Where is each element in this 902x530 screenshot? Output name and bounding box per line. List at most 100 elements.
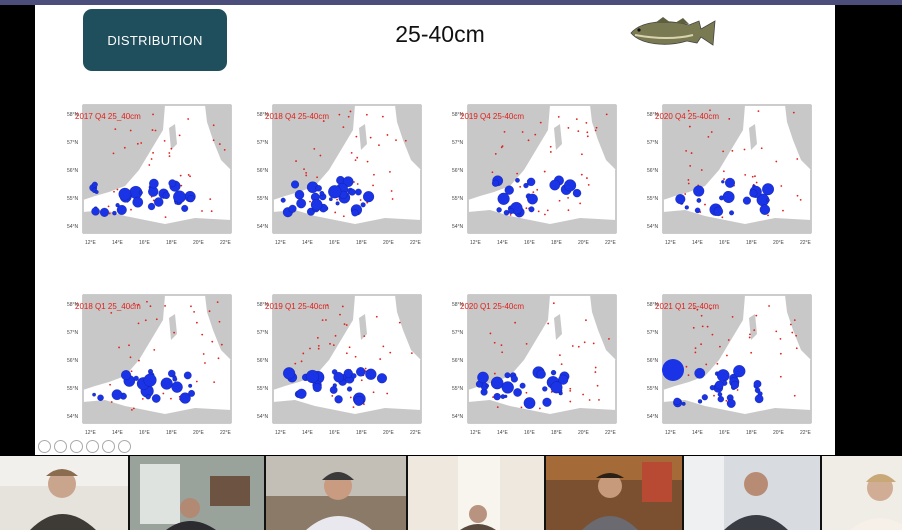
survey-dot [711, 333, 714, 336]
catch-bubble [504, 372, 511, 379]
survey-dot [342, 126, 345, 128]
x-tick-label: 20°E [578, 240, 590, 246]
survey-dot [395, 139, 397, 142]
survey-dot [687, 374, 690, 377]
survey-dot [208, 310, 211, 313]
survey-dot [342, 215, 345, 218]
survey-dot [558, 199, 561, 202]
distribution-map-3: 54°N 55°N 56°N 57°N 58°N 12°E 14°E 16°E 18°E 20°E… [450, 100, 620, 250]
survey-dot [731, 315, 734, 318]
survey-dot [359, 199, 362, 201]
forward-icon[interactable] [54, 440, 67, 453]
distribution-map-6: 54°N 55°N 56°N 57°N 58°N 12°E 14°E 16°E 18°E 20°E… [255, 290, 425, 440]
survey-dot [213, 381, 216, 384]
survey-dot [594, 366, 597, 369]
survey-dot [700, 169, 703, 171]
catch-bubble [172, 376, 178, 382]
survey-dot [780, 185, 783, 187]
catch-bubble [673, 397, 681, 406]
participant-tile-5[interactable] [546, 456, 682, 530]
survey-dot [113, 190, 115, 193]
slide-title: 25-40cm [395, 21, 485, 47]
y-tick-label: 54°N [257, 414, 269, 420]
survey-dot [152, 151, 154, 154]
catch-bubble [160, 377, 173, 390]
catch-bubble [542, 397, 552, 407]
survey-dot [587, 183, 590, 186]
x-tick-label: 20°E [773, 240, 785, 246]
x-tick-label: 18°E [166, 430, 178, 436]
y-tick-label: 58°N [452, 302, 464, 308]
survey-dot [131, 408, 133, 411]
x-tick-label: 18°E [356, 240, 368, 246]
back-icon[interactable] [38, 440, 51, 453]
survey-dot [685, 149, 688, 152]
catch-bubble [759, 204, 771, 215]
catch-bubble [305, 369, 320, 384]
survey-dot [168, 155, 171, 157]
survey-dot [701, 325, 704, 328]
catch-bubble [91, 207, 100, 216]
catch-bubble [91, 181, 98, 188]
survey-dot [217, 357, 220, 360]
participant-tile-6[interactable] [684, 456, 820, 530]
catch-bubble [477, 371, 489, 384]
survey-dot [779, 337, 782, 340]
slides-icon[interactable] [86, 440, 99, 453]
survey-dot [519, 185, 522, 188]
catch-bubble [343, 368, 353, 379]
catch-bubble [188, 383, 193, 388]
catch-bubble [709, 385, 715, 391]
participant-tile-1[interactable] [0, 456, 128, 530]
survey-dot [326, 304, 329, 306]
x-tick-label: 14°E [692, 430, 704, 436]
survey-dot [155, 318, 158, 321]
catch-bubble [181, 204, 189, 212]
survey-dot [514, 321, 517, 324]
survey-dot [569, 400, 572, 403]
catch-bubble [742, 196, 751, 205]
survey-dot [491, 171, 494, 174]
catch-bubble [363, 191, 375, 203]
participant-tile-3[interactable] [266, 456, 406, 530]
map-label: 2017 Q4 25_40cm [75, 112, 141, 121]
x-tick-label: 16°E [719, 430, 731, 436]
participant-tile-7[interactable] [822, 456, 902, 530]
pen-icon[interactable] [70, 440, 83, 453]
distribution-badge: DISTRIBUTION [83, 9, 227, 71]
survey-dot [503, 130, 506, 133]
participant-tile-4[interactable] [408, 456, 544, 530]
survey-dot [546, 209, 549, 212]
zoom-icon[interactable] [102, 440, 115, 453]
catch-bubble [515, 177, 520, 183]
survey-dot [719, 345, 721, 348]
survey-dot [187, 174, 190, 176]
y-tick-label: 56°N [67, 358, 79, 364]
survey-dot [696, 308, 699, 311]
survey-dot [140, 142, 143, 144]
survey-dot [536, 188, 539, 191]
survey-dot [692, 326, 695, 329]
survey-dot [492, 396, 494, 399]
survey-dot [748, 336, 751, 339]
survey-dot [595, 126, 598, 129]
survey-dot [716, 362, 719, 365]
y-tick-label: 54°N [452, 414, 464, 420]
survey-dot [294, 362, 297, 365]
participant-tile-2[interactable] [130, 456, 264, 530]
survey-dot [179, 174, 182, 177]
y-tick-label: 54°N [67, 414, 79, 420]
survey-dot [373, 173, 375, 176]
more-icon[interactable] [118, 440, 131, 453]
catch-bubble [183, 371, 192, 380]
survey-dot [379, 358, 382, 360]
survey-dot [501, 145, 504, 148]
survey-dot [796, 158, 799, 160]
survey-dot [133, 302, 135, 305]
x-tick-label: 16°E [524, 240, 536, 246]
x-tick-label: 14°E [302, 430, 314, 436]
survey-dot [148, 164, 151, 166]
survey-dot [493, 372, 496, 375]
survey-dot [130, 208, 132, 211]
survey-dot [201, 333, 204, 336]
